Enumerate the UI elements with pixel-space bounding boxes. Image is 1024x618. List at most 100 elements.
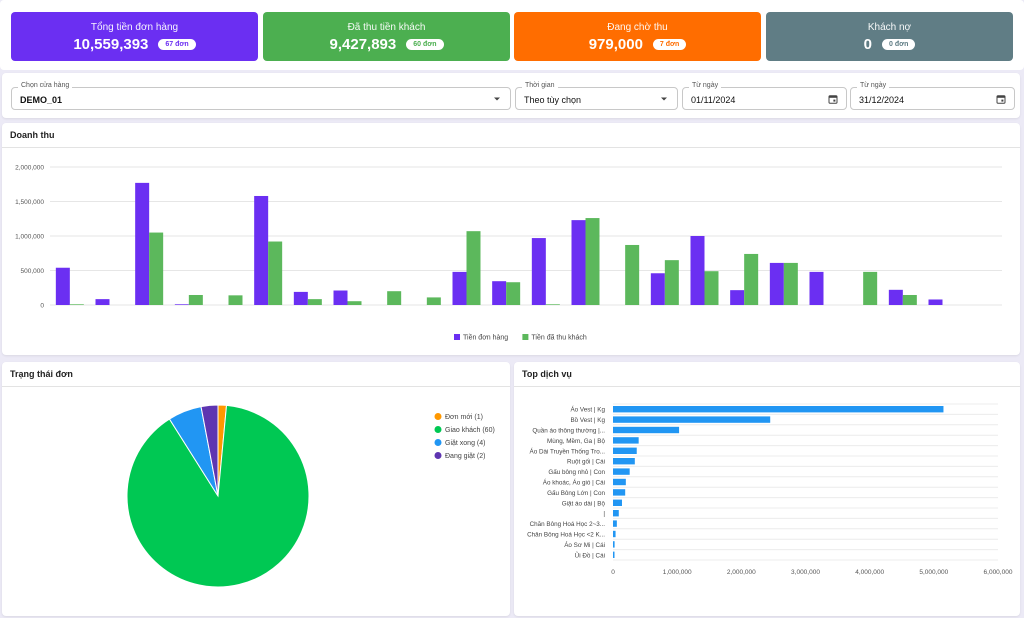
- caret-down-icon: [494, 97, 500, 101]
- legend-swatch: [522, 334, 529, 340]
- revenue-bar: [149, 232, 164, 305]
- revenue-bar: [466, 231, 481, 305]
- category-label: Áo Dài Truyền Thống Tro...: [530, 446, 606, 455]
- revenue-bar: [55, 267, 70, 305]
- legend-swatch: [434, 413, 442, 420]
- from-date-input[interactable]: Từ ngày 01/11/2024: [682, 82, 847, 110]
- revenue-bar: [492, 281, 507, 305]
- legend-swatch: [434, 452, 442, 459]
- stat-card-pending: Đang chờ thu 979,000 7 đơn: [514, 12, 761, 61]
- revenue-bar: [268, 241, 283, 305]
- divider: [2, 147, 1020, 148]
- x-tick-label: 5,000,000: [919, 569, 948, 576]
- category-label: Quần áo thông thường |...: [532, 426, 605, 435]
- stat-badge: 67 đơn: [158, 39, 196, 50]
- divider: [514, 386, 1020, 387]
- y-tick-label: 500,000: [21, 268, 45, 275]
- category-label: Áo Vest | Kg: [570, 405, 605, 414]
- period-select[interactable]: Thời gian Theo tùy chọn: [515, 82, 678, 110]
- legend-label: Đang giặt (2): [445, 453, 485, 460]
- store-select[interactable]: Chọn cửa hàng DEMO_01: [11, 82, 511, 110]
- stat-label: Đã thu tiền khách: [347, 22, 426, 33]
- stat-card-paid: Đã thu tiền khách 9,427,893 60 đơn: [263, 12, 510, 61]
- service-bar: [613, 551, 615, 558]
- revenue-bar: [333, 290, 348, 305]
- legend-label: Giặt xong (4): [445, 440, 485, 447]
- stat-value: 10,559,393: [73, 36, 149, 53]
- pie-slice: [126, 404, 310, 588]
- stat-card-total: Tổng tiền đơn hàng 10,559,393 67 đơn: [11, 12, 258, 61]
- stat-label: Khách nợ: [867, 22, 912, 33]
- revenue-bar: [902, 294, 917, 305]
- revenue-bar: [769, 262, 784, 305]
- category-label: Mùng, Mềm, Ga | Bộ: [547, 436, 605, 445]
- revenue-bar: [387, 291, 402, 305]
- revenue-bar: [254, 195, 269, 305]
- x-tick-label: 6,000,000: [984, 569, 1013, 576]
- legend-swatch: [434, 439, 442, 446]
- y-tick-label: 2,000,000: [15, 165, 44, 172]
- category-label: Bồ Vest | Kg: [570, 415, 605, 424]
- category-label: Chăn Bông Hoá Học <2 K...: [527, 532, 605, 539]
- revenue-bar: [625, 244, 640, 305]
- legend-swatch: [434, 426, 442, 433]
- calendar-icon[interactable]: [828, 94, 838, 104]
- revenue-bar: [928, 299, 943, 305]
- revenue-bar: [69, 304, 84, 305]
- services-panel: Top dịch vụ Áo Vest | Kg Bồ Vest | Kg Quần…: [514, 362, 1020, 616]
- store-select-value: DEMO_01: [20, 95, 63, 105]
- revenue-bar: [545, 304, 560, 305]
- stats-row: Tổng tiền đơn hàng 10,559,393 67 đơn Đã …: [0, 0, 1024, 70]
- store-select-label: Chọn cửa hàng: [18, 82, 73, 89]
- revenue-chart: 0 500,000 1,000,000 1,500,000 2,000,000 Tiền …: [15, 165, 1002, 342]
- service-bar: [613, 468, 630, 475]
- service-bar: [613, 447, 637, 454]
- service-bar: [613, 416, 771, 423]
- revenue-bar: [506, 282, 521, 305]
- x-tick-label: 2,000,000: [727, 569, 756, 576]
- revenue-bar: [888, 289, 903, 305]
- stat-badge: 7 đơn: [652, 39, 687, 50]
- to-date-input[interactable]: Từ ngày 31/12/2024: [850, 82, 1015, 110]
- revenue-bar: [704, 271, 719, 305]
- x-tick-label: 0: [611, 569, 615, 576]
- stat-label: Đang chờ thu: [607, 22, 668, 33]
- revenue-bar: [650, 273, 665, 305]
- y-tick-label: 1,500,000: [15, 199, 44, 206]
- revenue-bar: [452, 271, 467, 305]
- revenue-bar: [188, 294, 203, 305]
- service-bar: [613, 530, 616, 538]
- stat-value: 9,427,893: [329, 36, 397, 53]
- service-bar: [613, 458, 635, 465]
- divider: [2, 386, 510, 387]
- revenue-bar: [585, 218, 600, 305]
- revenue-bar: [531, 238, 546, 305]
- service-bar: [613, 541, 615, 548]
- service-bar: [613, 478, 626, 486]
- service-bar: [613, 406, 944, 413]
- stat-value: 979,000: [588, 36, 643, 53]
- revenue-bar: [174, 304, 189, 305]
- legend-label: Đơn mới (1): [445, 414, 483, 421]
- x-tick-label: 4,000,000: [855, 569, 884, 576]
- calendar-icon[interactable]: [996, 94, 1006, 104]
- service-bar: [613, 520, 617, 527]
- category-label: Giặt áo dài | Bộ: [562, 500, 606, 507]
- legend-label: Tiền đơn hàng: [463, 333, 508, 342]
- legend-label: Giao khách (60): [445, 427, 495, 434]
- revenue-panel: Doanh thu 0 500,000 1,000,000 1,500,000 2,00…: [2, 123, 1020, 355]
- category-label: Gấu Bông Lớn | Con: [547, 488, 605, 497]
- category-label: Ủi Đồ | Cái: [575, 550, 605, 559]
- stat-value: 0: [863, 36, 872, 53]
- to-date-label: Từ ngày: [857, 82, 890, 89]
- to-date-value: 31/12/2024: [859, 95, 905, 105]
- service-bar: [613, 499, 622, 506]
- period-select-value: Theo tùy chọn: [524, 95, 582, 105]
- period-select-label: Thời gian: [522, 82, 558, 89]
- legend-swatch: [454, 334, 460, 340]
- pie-slice: [200, 404, 219, 497]
- revenue-bar: [426, 297, 441, 305]
- stat-badge: 0 đơn: [881, 39, 916, 50]
- category-label: Chăn Bông Hoá Học 2~3...: [530, 521, 606, 528]
